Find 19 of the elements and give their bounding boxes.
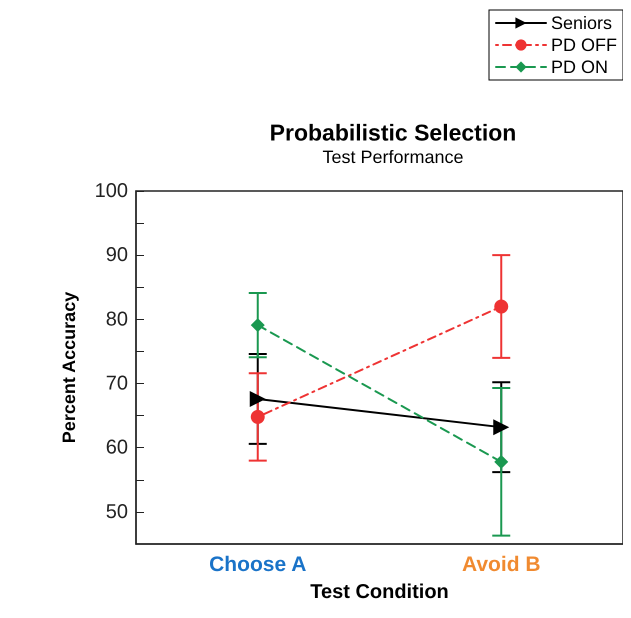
legend-label: PD ON — [551, 57, 608, 77]
x-tick-label: Avoid B — [462, 553, 541, 576]
legend-label: PD OFF — [551, 35, 618, 55]
y-tick-label: 80 — [106, 308, 128, 330]
y-tick-label: 90 — [106, 244, 128, 266]
point — [494, 300, 508, 314]
y-tick-label: 60 — [106, 436, 128, 459]
point — [250, 410, 265, 424]
point — [494, 454, 508, 469]
x-axis-title: Test Condition — [310, 581, 449, 603]
chart-subtitle: Test Performance — [322, 147, 464, 167]
y-tick-label: 50 — [106, 500, 128, 523]
legend-label: Seniors — [551, 13, 612, 33]
y-axis-title: Percent Accuracy — [59, 292, 79, 444]
y-tick-label: 70 — [106, 372, 128, 395]
chart-title: Probabilistic Selection — [270, 120, 516, 146]
y-tick-label: 100 — [94, 180, 128, 202]
x-tick-label: Choose A — [209, 553, 306, 576]
point — [250, 318, 265, 332]
